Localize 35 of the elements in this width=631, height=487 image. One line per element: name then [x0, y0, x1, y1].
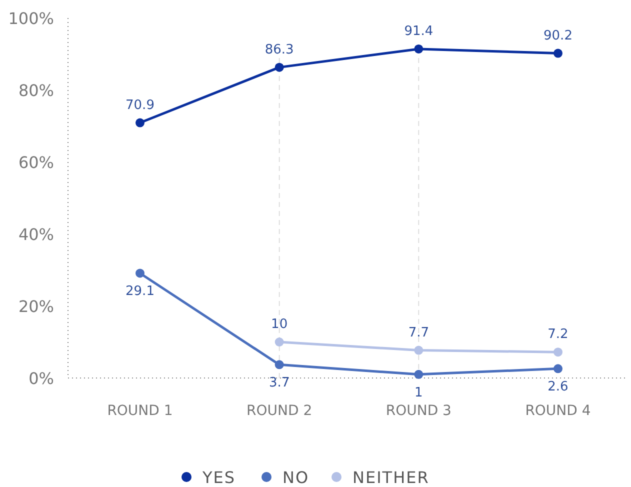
legend-label: YES — [202, 468, 236, 487]
data-label: 29.1 — [126, 284, 154, 300]
y-tick-label: 40% — [18, 225, 54, 244]
y-tick-label: 80% — [18, 81, 54, 100]
data-label: 2.6 — [548, 380, 568, 395]
point — [554, 364, 562, 374]
point — [274, 360, 284, 370]
x-tick-label: ROUND 2 — [246, 403, 312, 419]
data-label: 1 — [414, 385, 423, 400]
data-label: 7.7 — [408, 325, 430, 340]
data-label: 7.2 — [548, 327, 568, 342]
point — [274, 338, 284, 346]
data-label: 70.9 — [126, 98, 154, 113]
x-tick-label: ROUND 3 — [386, 403, 452, 419]
data-label: 3.7 — [268, 376, 290, 391]
data-label: 91.4 — [404, 24, 434, 39]
point — [414, 44, 424, 54]
y-tick-label: 60% — [18, 153, 54, 172]
point — [136, 118, 144, 128]
point — [274, 62, 284, 72]
x-tick-label: ROUND 4 — [525, 403, 591, 419]
point — [554, 48, 562, 58]
y-tick-label: 100% — [8, 9, 54, 28]
legend-label: NEITHER — [352, 468, 430, 487]
data-label: 86.3 — [264, 42, 294, 58]
y-tick-label: 0% — [28, 369, 54, 388]
point — [414, 370, 424, 379]
point — [136, 268, 144, 278]
data-label: 90.2 — [544, 28, 572, 44]
y-tick-label: 20% — [18, 297, 54, 316]
point — [414, 346, 424, 355]
data-label: 10 — [271, 317, 288, 332]
x-tick-label: ROUND 1 — [107, 403, 173, 419]
point — [554, 348, 562, 357]
legend-label: NO — [282, 468, 310, 487]
